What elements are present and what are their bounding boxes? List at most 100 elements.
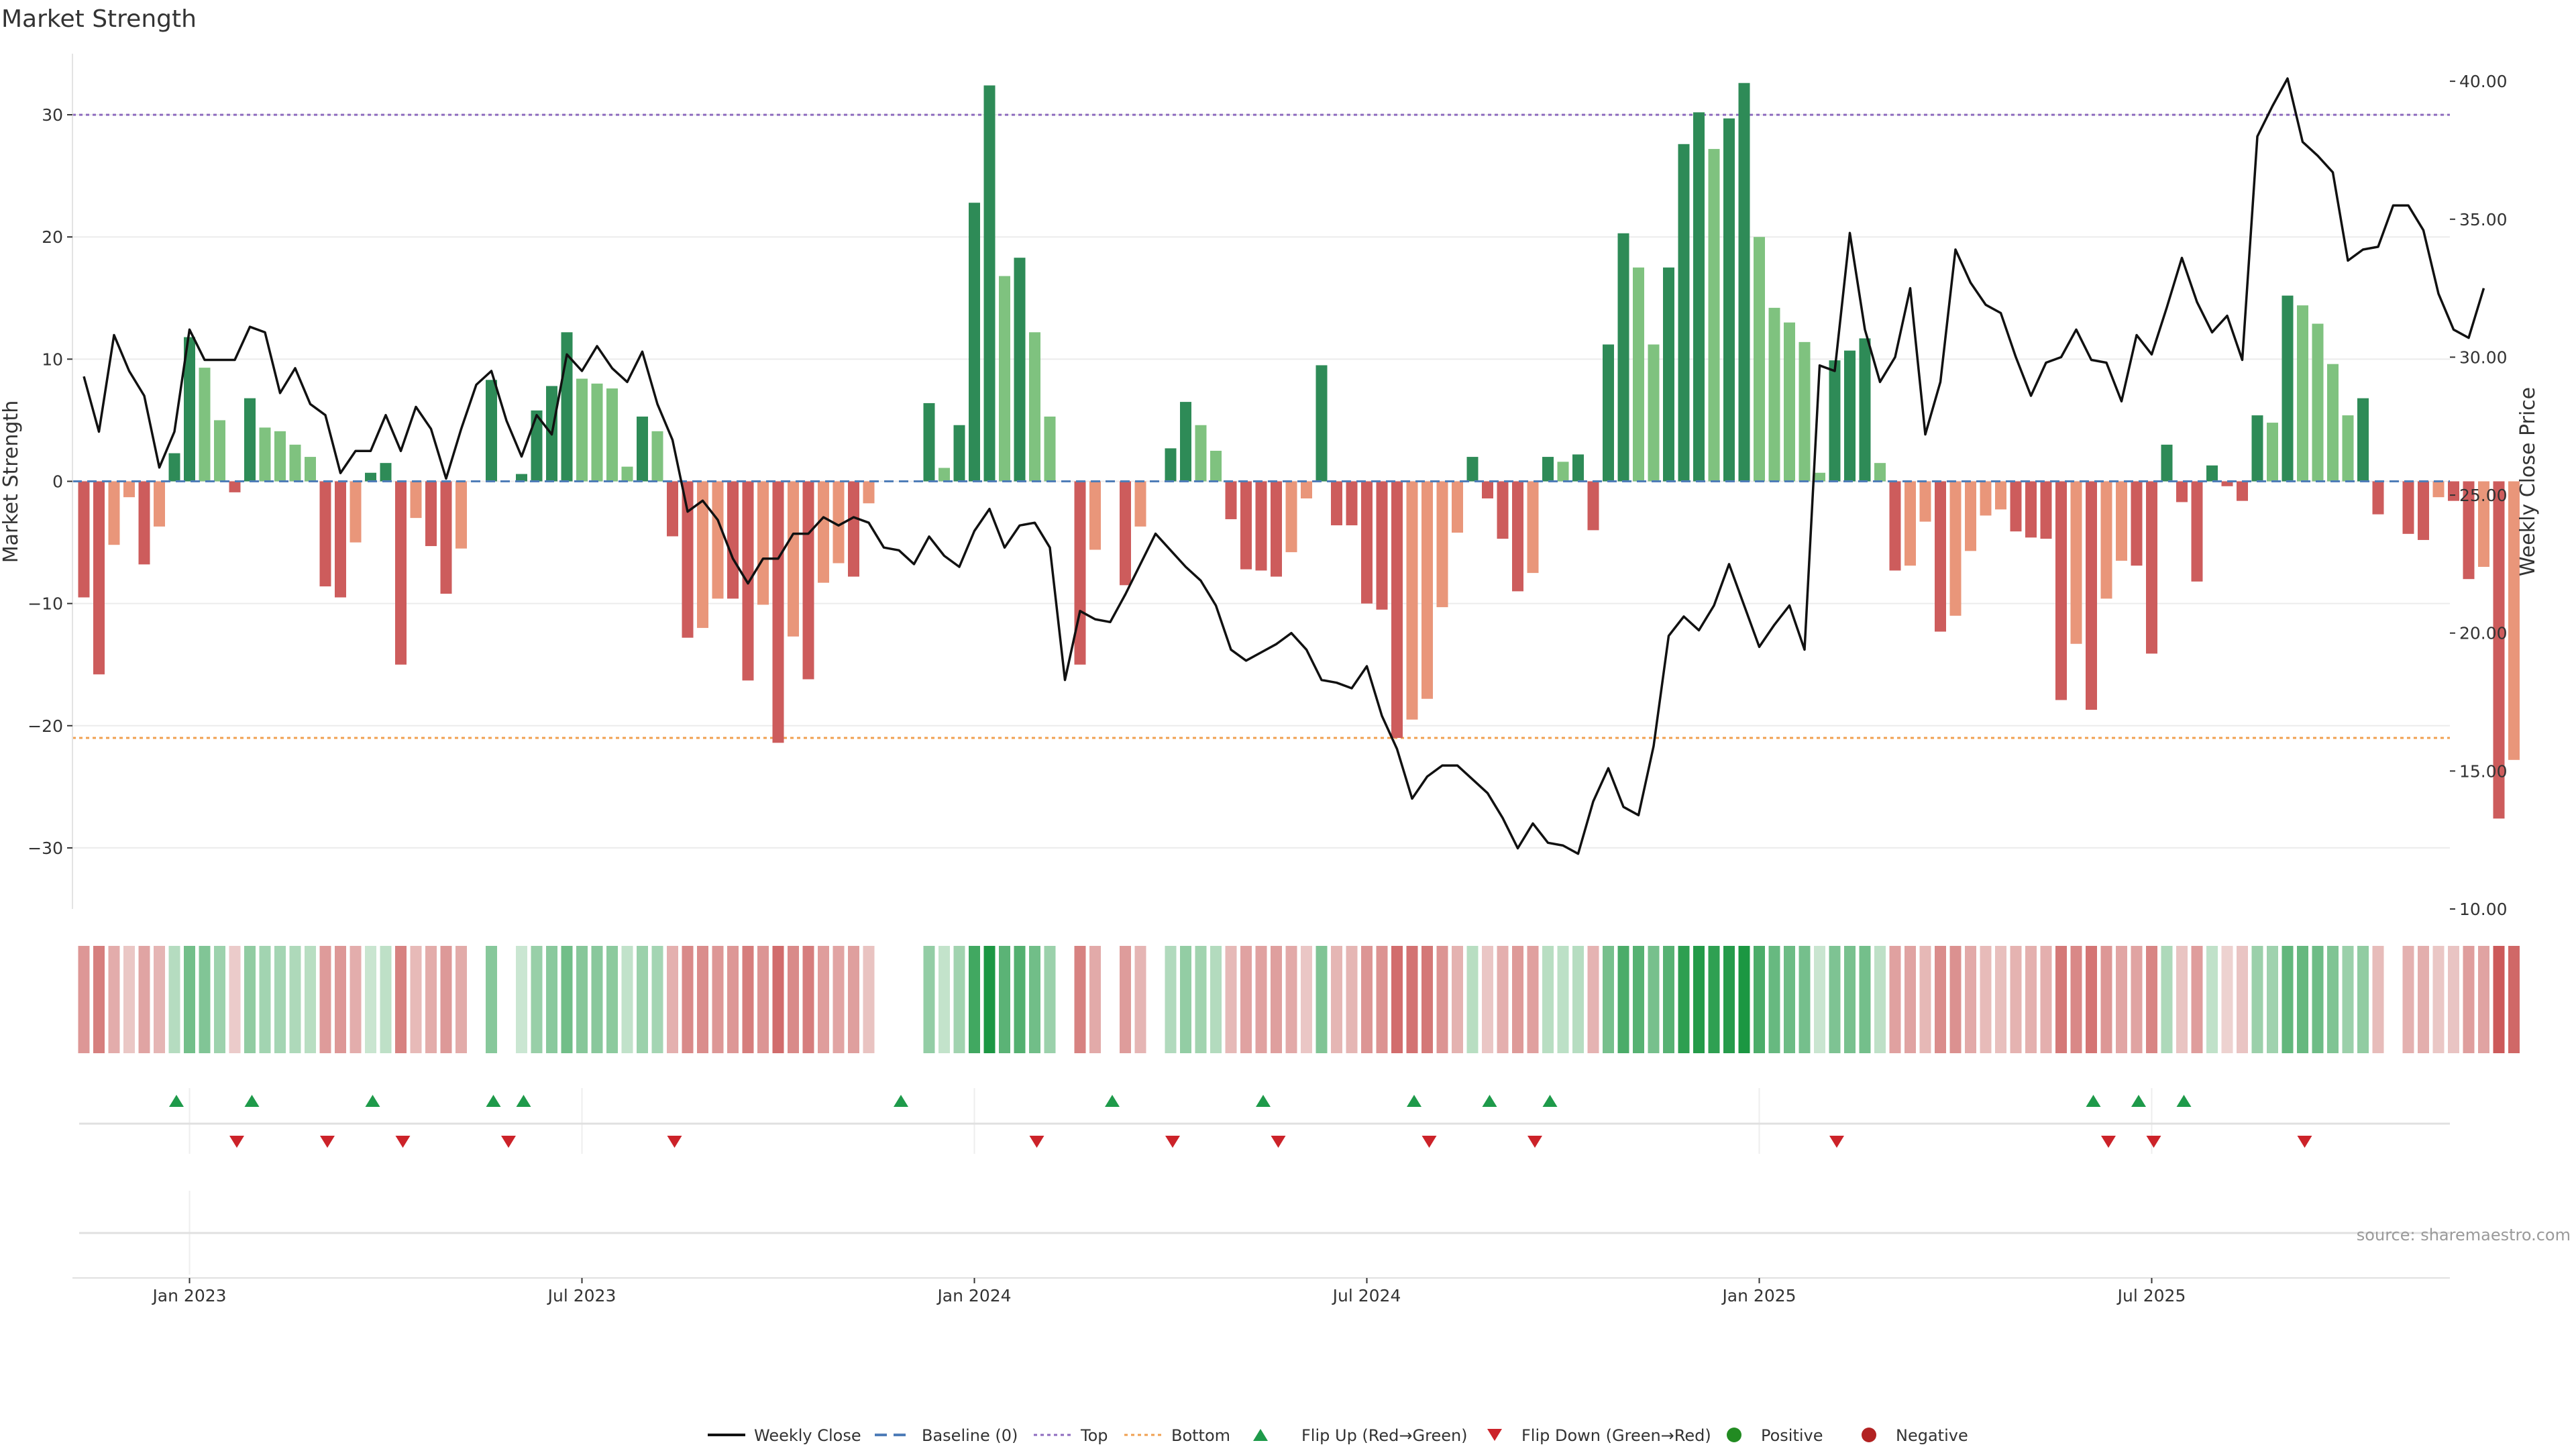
strength-bar (1331, 481, 1342, 526)
strength-bar (1316, 365, 1328, 482)
strength-bar (2206, 465, 2218, 482)
strength-bar (1814, 472, 1825, 482)
heat-cell (2297, 946, 2308, 1053)
strength-bar (1074, 481, 1086, 665)
heat-cell (168, 946, 180, 1053)
heat-cell (93, 946, 105, 1053)
strength-bar (1527, 481, 1539, 574)
heat-cell (1693, 946, 1705, 1053)
heat-cell (199, 946, 211, 1053)
strength-bar (637, 416, 648, 482)
heat-cell (1391, 946, 1403, 1053)
strength-bar (621, 466, 633, 482)
heat-cell (2251, 946, 2263, 1053)
strength-bar (1784, 322, 1795, 482)
heat-cell (531, 946, 543, 1053)
flip-down-marker (1829, 1136, 1844, 1148)
heat-cell (1452, 946, 1463, 1053)
strength-bar (1497, 481, 1509, 539)
strength-bar (2176, 481, 2188, 502)
strength-bar (2161, 444, 2173, 482)
strength-bar (1240, 481, 1252, 570)
strength-bar (1919, 481, 1931, 522)
right-axis: 10.00 15.00 20.00 25.00 30.00 35.00 40.00 (2450, 72, 2508, 919)
x-axis: Jan 2023 Jul 2023 Jan 2024 Jul 2024 Jan 2025… (72, 1277, 2450, 1305)
strength-bar (2116, 481, 2127, 561)
heat-cell (546, 946, 557, 1053)
strength-bar (1195, 425, 1207, 482)
strength-bar (1889, 481, 1901, 571)
heat-cell (1949, 946, 1962, 1053)
strength-bar (486, 380, 497, 482)
y-right-tick-label: 10.00 (2459, 900, 2508, 919)
heat-cell (2282, 946, 2294, 1053)
strength-bar (2297, 305, 2308, 482)
heat-cell (637, 946, 648, 1053)
legend-item-weekly_close: Weekly Close (708, 1426, 861, 1445)
strength-bar (2432, 481, 2445, 498)
heat-cell (1919, 946, 1931, 1053)
heat-cell (2327, 946, 2339, 1053)
y-left-tick-label: −10 (28, 594, 63, 614)
heat-cell (757, 946, 769, 1053)
strength-bar (2508, 481, 2520, 760)
heat-cell (1361, 946, 1373, 1053)
strength-bar (1844, 350, 1856, 482)
heat-cell (938, 946, 950, 1053)
heat-cell (1406, 946, 1418, 1053)
heat-cell (2508, 946, 2520, 1053)
source-note: source: sharemaestro.com (2357, 1226, 2571, 1244)
legend-item-negative: Negative (1862, 1426, 1968, 1445)
heat-cell (1044, 946, 1056, 1053)
heat-cell (229, 946, 241, 1053)
flip-down-marker (501, 1136, 516, 1148)
flip-up-marker (894, 1095, 908, 1107)
strength-bar (848, 481, 859, 577)
strength-bar (93, 481, 105, 675)
heat-cell (1768, 946, 1780, 1053)
heat-cell (1134, 946, 1146, 1053)
heat-cell (2086, 946, 2097, 1053)
heat-cell (1784, 946, 1795, 1053)
strength-bar (2357, 398, 2369, 482)
strength-bar (531, 410, 543, 482)
strength-bar (2267, 423, 2278, 482)
strength-bar (697, 481, 708, 629)
legend-swatch (1487, 1429, 1502, 1441)
heat-cell (1255, 946, 1267, 1053)
strength-bar (1376, 481, 1388, 610)
heat-cell (335, 946, 346, 1053)
heat-cell (1587, 946, 1599, 1053)
heat-cell (1935, 946, 1946, 1053)
strength-bar (2448, 481, 2459, 501)
heat-cell (667, 946, 678, 1053)
heat-cell (1633, 946, 1644, 1053)
strength-bar (2221, 481, 2233, 486)
legend-item-flip_down: Flip Down (Green→Red) (1487, 1426, 1711, 1445)
heat-cell (561, 946, 573, 1053)
heat-cell (833, 946, 845, 1053)
heat-cell (591, 946, 603, 1053)
strength-bar (2402, 481, 2414, 534)
strength-bar (1512, 481, 1523, 592)
left-axis: −30 −20 −10 0 10 20 30 (28, 54, 73, 909)
strength-bar (1859, 338, 1871, 482)
strength-bar (1768, 307, 1780, 482)
heat-cell (1014, 946, 1026, 1053)
strength-bar (1904, 481, 1916, 566)
heat-cell (1316, 946, 1328, 1053)
heat-cell (1859, 946, 1871, 1053)
strength-bar (2086, 481, 2097, 710)
heat-cell (2432, 946, 2445, 1053)
strength-bar (305, 457, 316, 482)
heat-cell (1557, 946, 1569, 1053)
heat-cell (350, 946, 362, 1053)
strength-bar (1361, 481, 1373, 604)
strength-bar (425, 481, 437, 547)
heat-cell (138, 946, 150, 1053)
heat-cell (818, 946, 829, 1053)
flip-down-marker (2101, 1136, 2116, 1148)
y-left-axis-title: Market Strength (0, 400, 23, 563)
strength-bar (350, 481, 362, 543)
strength-bar (1663, 267, 1674, 482)
